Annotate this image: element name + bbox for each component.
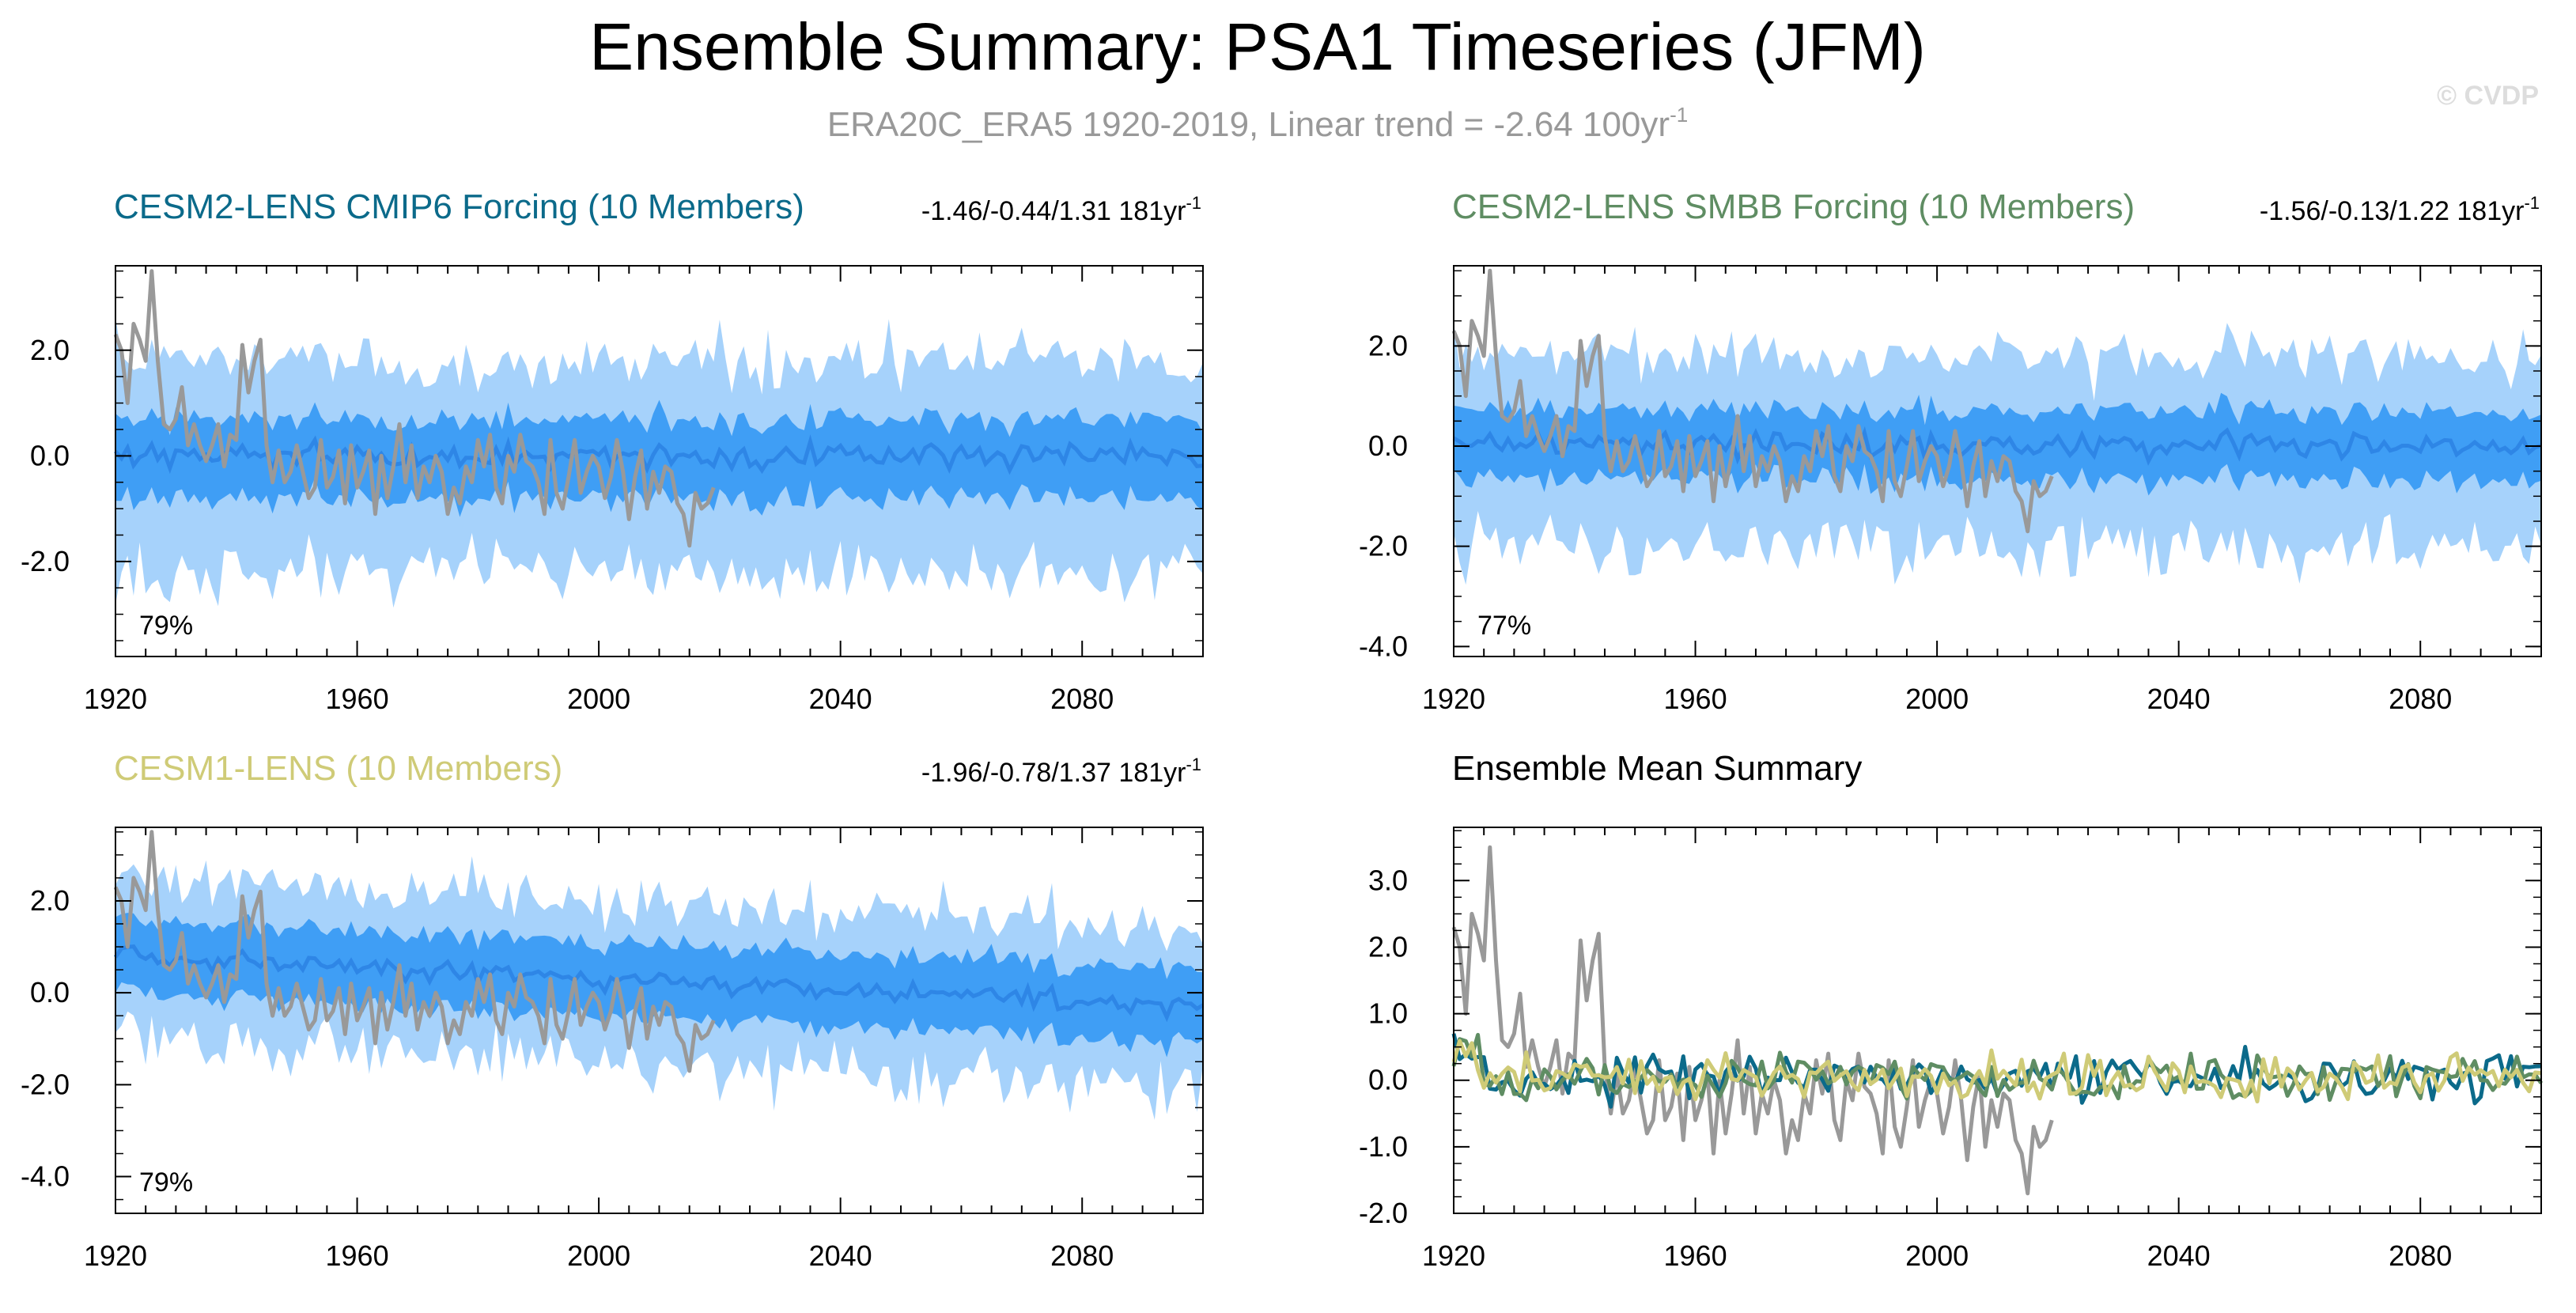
plot-frame (1453, 827, 2542, 1214)
panel-trend-text: -1.96/-0.78/1.37 181yr (921, 758, 1186, 788)
subtitle-sup: -1 (1670, 103, 1688, 127)
panel-trend-sup: -1 (1186, 193, 1201, 213)
ensemble-mean-line (113, 944, 1205, 1023)
panel-trend: -1.96/-0.78/1.37 181yr-1 (921, 755, 1201, 788)
chart-panel-ensemble-mean: Ensemble Mean Summary 1920 1960 2000 2040 208… (1359, 749, 2544, 1272)
x-tick-label: 2000 (1905, 1239, 1969, 1272)
plot-area (113, 269, 1204, 608)
ensemble-inner-band (115, 913, 1203, 1058)
y-tick-label: -2.0 (1359, 1197, 1408, 1229)
subtitle-text: ERA20C_ERA5 1920-2019, Linear trend = -2… (827, 105, 1670, 144)
y-tick-label: 2.0 (1368, 930, 1408, 963)
x-tick-label: 1960 (326, 683, 389, 715)
x-tick-label: 2080 (1050, 1239, 1114, 1272)
x-tick-label: 1960 (326, 1239, 389, 1272)
y-tick-label: 1.0 (1368, 997, 1408, 1030)
x-tick-label: 2000 (1905, 683, 1969, 715)
y-tick-label: 2.0 (30, 884, 70, 917)
panel-trend: -1.56/-0.13/1.22 181yr-1 (2260, 193, 2540, 226)
x-tick-label: 2040 (809, 1239, 872, 1272)
x-tick-label: 2000 (567, 683, 630, 715)
watermark: © CVDP (2437, 81, 2539, 111)
obs-line (113, 269, 716, 548)
obs-line (113, 830, 716, 1073)
panel-title: CESM1-LENS (10 Members) (114, 749, 562, 788)
y-tick-label: -2.0 (21, 545, 70, 577)
obs-line (1451, 268, 2054, 534)
plot-area (1451, 845, 2544, 1196)
x-tick-label: 2080 (2389, 683, 2452, 715)
panel-percent: 79% (139, 1167, 193, 1198)
x-tick-label: 2000 (567, 1239, 630, 1272)
x-tick-label: 2080 (2389, 1239, 2452, 1272)
chart-panel-cesm1: CESM1-LENS (10 Members) -1.96/-0.78/1.37 … (21, 749, 1205, 1272)
figure-subtitle: ERA20C_ERA5 1920-2019, Linear trend = -2… (827, 103, 1688, 144)
panel-title: Ensemble Mean Summary (1452, 749, 1862, 788)
chart-panel-cesm2-cmip6: CESM2-LENS CMIP6 Forcing (10 Members) -1.… (21, 187, 1204, 715)
panels: CESM2-LENS CMIP6 Forcing (10 Members) -1.… (21, 187, 2544, 1272)
panel-trend-text: -1.46/-0.44/1.31 181yr (921, 196, 1186, 226)
y-tick-label: -2.0 (21, 1068, 70, 1100)
panel-trend: -1.46/-0.44/1.31 181yr-1 (921, 193, 1201, 226)
panel-trend-sup: -1 (2524, 193, 2540, 213)
figure-title: Ensemble Summary: PSA1 Timeseries (JFM) (589, 9, 1926, 84)
chart-panel-cesm2-smbb: CESM2-LENS SMBB Forcing (10 Members) -1.5… (1359, 187, 2542, 715)
x-axis: 1920 1960 2000 2040 2080 (84, 827, 1204, 1272)
y-axis: 2.0 0.0 -2.0 -4.0 (1359, 270, 2541, 662)
y-tick-label: 2.0 (1368, 329, 1408, 361)
y-axis: 3.0 2.0 1.0 0.0 -1.0 -2.0 (1359, 830, 2541, 1229)
x-tick-label: 2040 (2147, 683, 2211, 715)
x-tick-label: 1960 (1664, 1239, 1727, 1272)
y-tick-label: 0.0 (1368, 1064, 1408, 1096)
panel-trend-sup: -1 (1186, 755, 1201, 774)
x-tick-label: 2080 (1050, 683, 1114, 715)
y-tick-label: 3.0 (1368, 864, 1408, 896)
y-tick-label: -4.0 (21, 1160, 70, 1193)
x-axis: 1920 1960 2000 2040 2080 (84, 266, 1204, 715)
panel-title: CESM2-LENS CMIP6 Forcing (10 Members) (114, 187, 804, 226)
x-axis: 1920 1960 2000 2040 2080 (1422, 827, 2542, 1272)
x-tick-label: 1920 (84, 683, 147, 715)
x-tick-label: 1920 (1422, 683, 1485, 715)
y-axis: 2.0 0.0 -2.0 -4.0 (21, 831, 1203, 1201)
panel-title: CESM2-LENS SMBB Forcing (10 Members) (1452, 187, 2135, 226)
ensemble-inner-band (1454, 392, 2541, 496)
panel-trend-text: -1.56/-0.13/1.22 181yr (2260, 196, 2525, 226)
x-axis: 1920 1960 2000 2040 2080 (1422, 266, 2542, 715)
plot-area (1451, 268, 2542, 585)
plot-area (113, 830, 1205, 1120)
panel-percent: 77% (1477, 611, 1531, 641)
x-tick-label: 2040 (2147, 1239, 2211, 1272)
x-tick-label: 1920 (84, 1239, 147, 1272)
y-tick-label: -1.0 (1359, 1130, 1408, 1163)
y-tick-label: -4.0 (1359, 630, 1408, 662)
obs-line (1451, 845, 2054, 1196)
x-tick-label: 1960 (1664, 683, 1727, 715)
ensemble-mean-line (114, 434, 1204, 475)
y-tick-label: 0.0 (30, 439, 70, 471)
y-axis: 2.0 0.0 -2.0 (21, 270, 1203, 641)
y-tick-label: 0.0 (1368, 429, 1408, 462)
panel-percent: 79% (139, 611, 193, 641)
y-tick-label: 2.0 (30, 334, 70, 366)
x-tick-label: 2040 (809, 683, 872, 715)
x-tick-label: 1920 (1422, 1239, 1485, 1272)
y-tick-label: -2.0 (1359, 530, 1408, 562)
series-line (1451, 1039, 2542, 1103)
y-tick-label: 0.0 (30, 976, 70, 1008)
